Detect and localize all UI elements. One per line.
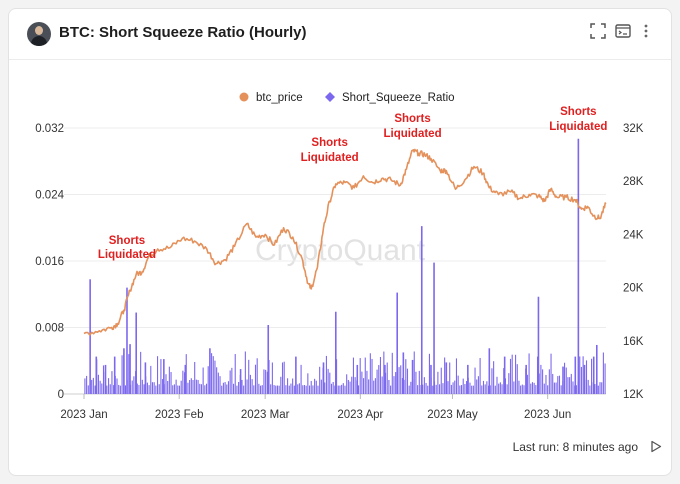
annotation-shorts-liquidated: Shorts Liquidated — [301, 137, 359, 164]
left-tick-label: 0 — [58, 389, 64, 401]
legend-marker — [325, 92, 335, 102]
legend-label: Short_Squeeze_Ratio — [342, 92, 455, 104]
ratio-series — [84, 138, 606, 394]
legend-marker — [239, 92, 249, 102]
x-tick-label: 2023 Mar — [241, 409, 290, 421]
left-tick-label: 0.016 — [35, 256, 64, 268]
card-header: BTC: Short Squeeze Ratio (Hourly) — [9, 9, 671, 60]
btc-price-line — [83, 148, 607, 336]
annotation-shorts-liquidated: Shorts Liquidated — [383, 113, 441, 140]
legend-item-short-squeeze-ratio[interactable]: Short_Squeeze_Ratio — [325, 92, 455, 104]
annotations: Shorts Liquidated Shorts Liquidated Shorts Li… — [98, 106, 608, 261]
annotation-line: Shorts — [394, 113, 430, 125]
page-title: BTC: Short Squeeze Ratio (Hourly) — [59, 24, 307, 41]
chart-card: BTC: Short Squeeze Ratio (Hourly) — [8, 8, 672, 476]
right-tick-label: 24K — [623, 229, 644, 241]
left-tick-label: 0.024 — [35, 190, 64, 202]
right-tick-label: 20K — [623, 283, 644, 295]
annotation-line: Shorts — [560, 106, 596, 118]
annotation-line: Liquidated — [98, 249, 156, 261]
right-tick-label: 12K — [623, 389, 644, 401]
annotation-line: Shorts — [311, 137, 347, 149]
left-tick-label: 0.032 — [35, 123, 64, 135]
console-icon[interactable] — [615, 23, 631, 39]
x-tick-label: 2023 Feb — [155, 409, 204, 421]
legend-item-btc-price[interactable]: btc_price — [239, 92, 303, 104]
annotation-shorts-liquidated: Shorts Liquidated — [98, 235, 156, 261]
x-tick-label: 2023 May — [427, 409, 478, 421]
left-tick-label: 0.008 — [35, 323, 64, 335]
avatar[interactable] — [27, 22, 51, 46]
annotation-line: Liquidated — [301, 152, 359, 164]
x-tick-label: 2023 Jan — [60, 409, 107, 421]
right-tick-label: 32K — [623, 123, 644, 135]
annotation-shorts-liquidated: Shorts Liquidated — [549, 106, 607, 133]
expand-icon[interactable] — [590, 23, 606, 39]
watermark: CryptoQuant — [255, 234, 426, 267]
legend[interactable]: btc_price Short_Squeeze_Ratio — [239, 92, 455, 104]
avatar-head — [35, 26, 43, 35]
legend-label: btc_price — [256, 92, 303, 104]
annotation-line: Liquidated — [383, 128, 441, 140]
right-tick-label: 28K — [623, 176, 644, 188]
x-tick-label: 2023 Apr — [337, 409, 383, 421]
more-vertical-icon[interactable] — [642, 23, 650, 39]
axes: 0 0.008 0.016 0.024 0.032 12K 16K 20K 24K 28K 32K 2… — [35, 123, 644, 421]
play-icon[interactable] — [650, 440, 662, 453]
right-tick-label: 16K — [623, 336, 644, 348]
last-run-text: Last run: 8 minutes ago — [512, 440, 638, 454]
annotation-line: Liquidated — [549, 121, 607, 133]
x-tick-label: 2023 Jun — [524, 409, 571, 421]
avatar-body — [31, 36, 47, 46]
annotation-line: Shorts — [109, 235, 145, 247]
